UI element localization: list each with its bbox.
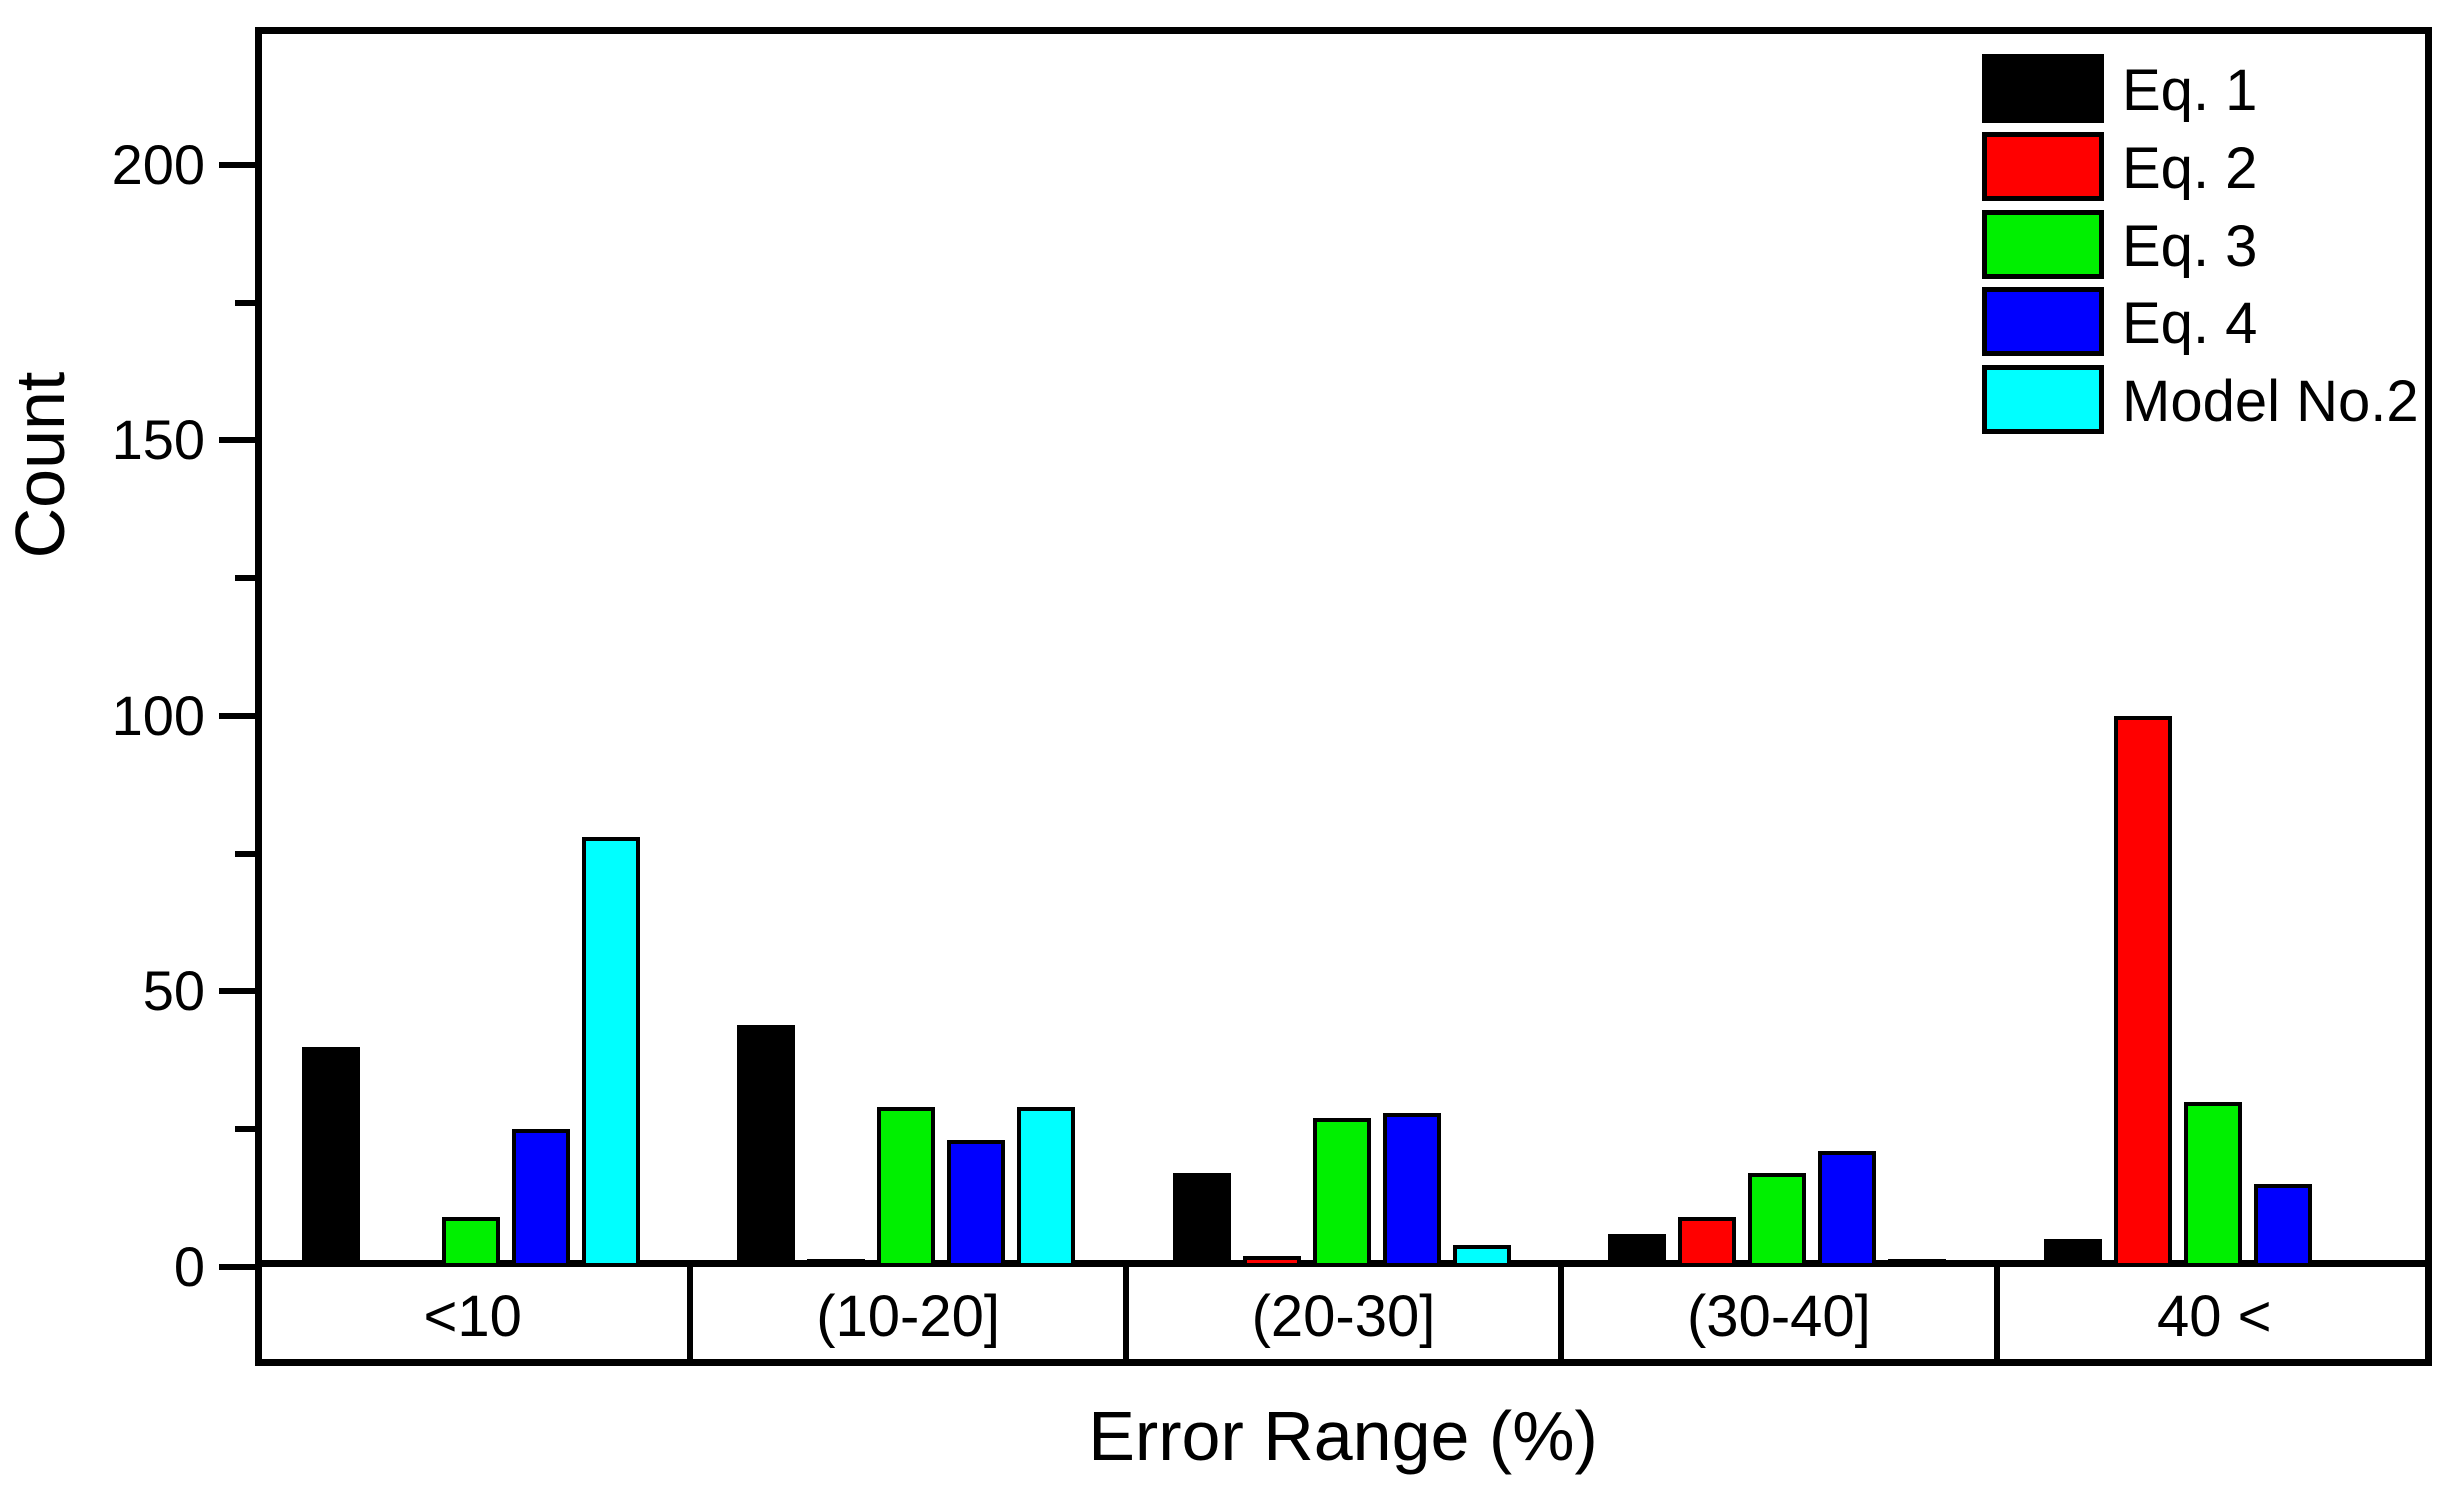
bar-eq-2-20-30: [1243, 1256, 1301, 1267]
bar-eq-3-10-20: [877, 1107, 935, 1267]
bar-model-no-2-20-30: [1453, 1245, 1511, 1267]
bar-model-no-2-30-40: [1888, 1259, 1946, 1267]
bar-eq-1-30-40: [1608, 1234, 1666, 1267]
category-cell-30-40: (30-40]: [1561, 1267, 1996, 1366]
category-label: (20-30]: [1251, 1284, 1436, 1349]
legend-label-eq-3: Eq. 3: [2122, 214, 2258, 279]
category-label: <10: [423, 1284, 522, 1349]
y-tick-label: 200: [111, 132, 205, 196]
y-major-tick: [219, 712, 255, 719]
bar-eq-4-30-40: [1818, 1151, 1876, 1267]
bar-eq-3-30-40: [1748, 1173, 1806, 1267]
category-cell-10-20: (10-20]: [690, 1267, 1125, 1366]
group-divider: [1558, 1267, 1565, 1366]
y-minor-tick: [235, 1126, 255, 1133]
bar-eq-4-40: [2254, 1184, 2312, 1267]
bar-eq-2-30-40: [1678, 1217, 1736, 1267]
category-label: 40 <: [2157, 1284, 2272, 1349]
bar-eq-2-10-20: [807, 1259, 865, 1267]
category-cell-40: 40 <: [1997, 1267, 2432, 1366]
category-label: (10-20]: [816, 1284, 1000, 1349]
y-axis-title: Count: [1, 371, 79, 559]
y-minor-tick: [235, 850, 255, 857]
legend-label-eq-4: Eq. 4: [2122, 291, 2258, 356]
category-axis-band: [255, 1267, 2432, 1366]
category-cell-20-30: (20-30]: [1126, 1267, 1561, 1366]
bar-eq-1-20-30: [1173, 1173, 1231, 1267]
legend-swatch-eq-3: [1982, 210, 2104, 279]
bar-model-no-2-10: [582, 837, 640, 1267]
legend-swatch-eq-1: [1982, 54, 2104, 123]
bar-eq-3-10: [442, 1217, 500, 1267]
bar-eq-3-40: [2184, 1102, 2242, 1267]
y-major-tick: [219, 161, 255, 168]
y-major-tick: [219, 1264, 255, 1270]
legend-swatch-model-no-2: [1982, 365, 2104, 434]
category-cell-10: <10: [255, 1267, 690, 1366]
group-divider: [1122, 1267, 1129, 1366]
legend-swatch-eq-2: [1982, 132, 2104, 201]
group-divider: [687, 1267, 694, 1366]
y-tick-label: 50: [142, 959, 205, 1023]
y-minor-tick: [235, 299, 255, 306]
y-tick-label: 100: [111, 683, 205, 747]
legend-label-eq-1: Eq. 1: [2122, 58, 2258, 123]
category-label: (30-40]: [1686, 1284, 1871, 1349]
legend-swatch-eq-4: [1982, 287, 2104, 356]
bar-eq-4-20-30: [1383, 1113, 1441, 1267]
bar-eq-1-40: [2044, 1239, 2102, 1267]
bar-eq-4-10-20: [947, 1140, 1005, 1267]
y-major-tick: [219, 988, 255, 995]
bar-eq-3-20-30: [1313, 1118, 1371, 1267]
y-tick-label: 150: [111, 408, 205, 472]
y-major-tick: [219, 437, 255, 444]
x-axis-title: Error Range (%): [1088, 1397, 1598, 1475]
bar-eq-1-10-20: [737, 1025, 795, 1267]
bar-eq-2-40: [2114, 716, 2172, 1267]
bar-eq-1-10: [302, 1047, 360, 1267]
group-divider: [1993, 1267, 2000, 1366]
y-minor-tick: [235, 575, 255, 582]
bar-eq-4-10: [512, 1129, 570, 1267]
legend-label-eq-2: Eq. 2: [2122, 136, 2258, 201]
y-tick-label: 0: [173, 1235, 205, 1298]
bar-model-no-2-10-20: [1017, 1107, 1075, 1267]
legend-label-model-no-2: Model No.2: [2122, 369, 2419, 434]
